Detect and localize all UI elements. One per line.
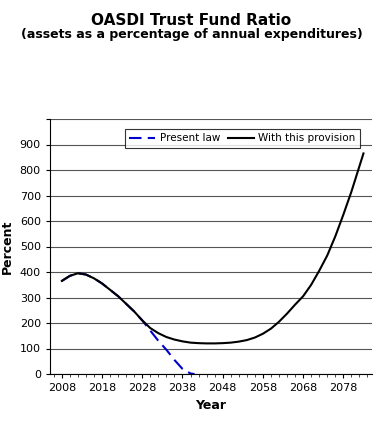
Y-axis label: Percent: Percent xyxy=(1,219,14,274)
Text: (assets as a percentage of annual expenditures): (assets as a percentage of annual expend… xyxy=(21,28,362,41)
Legend: Present law, With this provision: Present law, With this provision xyxy=(125,129,360,147)
Text: OASDI Trust Fund Ratio: OASDI Trust Fund Ratio xyxy=(92,13,291,28)
X-axis label: Year: Year xyxy=(195,399,226,411)
